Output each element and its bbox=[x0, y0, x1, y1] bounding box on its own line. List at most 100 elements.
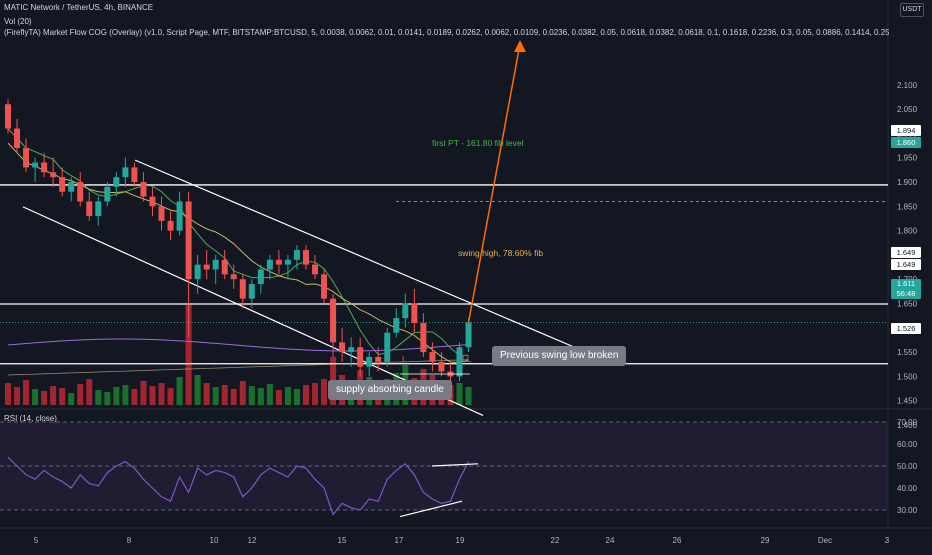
candle-body bbox=[23, 147, 30, 168]
rsi-divergence-line[interactable] bbox=[399, 500, 463, 518]
volume-bar bbox=[266, 384, 273, 405]
candle-body bbox=[77, 182, 84, 202]
volume-bar bbox=[50, 386, 57, 405]
price-axis-label: 1.800 bbox=[897, 227, 918, 236]
time-axis-label: 12 bbox=[248, 536, 257, 545]
volume-bar bbox=[257, 388, 264, 405]
volume-bar bbox=[59, 388, 66, 405]
volume-bar bbox=[312, 383, 319, 405]
candle-body bbox=[59, 177, 66, 192]
candle-body bbox=[176, 201, 183, 231]
candle-body bbox=[375, 356, 382, 362]
candle-body bbox=[95, 201, 102, 217]
price-tag-1526: 1.526 bbox=[891, 323, 921, 334]
candle-body bbox=[321, 274, 328, 299]
lower-low-marker[interactable]: LL bbox=[462, 354, 472, 364]
volume-bar bbox=[41, 391, 48, 405]
rsi-legend[interactable]: RSI (14, close) bbox=[4, 414, 57, 423]
candle-body bbox=[402, 303, 409, 319]
volume-bar bbox=[5, 383, 11, 405]
candle-body bbox=[266, 259, 273, 270]
price-tag-1894: 1.894 bbox=[891, 125, 921, 136]
previous-swing-low-callout[interactable]: Previous swing low broken bbox=[492, 346, 627, 366]
projection-arrow[interactable] bbox=[467, 43, 521, 323]
candle-body bbox=[429, 352, 436, 362]
candle-body bbox=[438, 361, 445, 372]
candle-body bbox=[122, 167, 129, 178]
volume-bar bbox=[275, 390, 282, 405]
volume-bar bbox=[248, 386, 255, 405]
supply-candle-callout[interactable]: supply absorbing candle bbox=[328, 380, 452, 400]
low-marker[interactable]: L bbox=[402, 354, 407, 364]
channel-upper-line[interactable] bbox=[134, 159, 599, 358]
rsi-axis-label: 60.00 bbox=[897, 440, 918, 449]
symbol-legend[interactable]: MATIC Network / TetherUS, 4h, BINANCE bbox=[4, 3, 154, 12]
price-axis-label: 1.450 bbox=[897, 397, 918, 406]
volume-bar bbox=[293, 389, 300, 405]
volume-bar bbox=[284, 387, 291, 405]
volume-bar bbox=[185, 305, 192, 405]
time-axis-label: 15 bbox=[338, 536, 347, 545]
candle-body bbox=[221, 259, 228, 275]
candle-body bbox=[167, 220, 174, 231]
candle-body bbox=[465, 322, 472, 348]
current-price: 1.611 bbox=[896, 279, 916, 288]
candle-body bbox=[131, 167, 138, 182]
volume-bar bbox=[104, 392, 111, 405]
rsi-axis-label: 40.00 bbox=[897, 484, 918, 493]
price-axis-label: 1.950 bbox=[897, 154, 918, 163]
price-axis-label: 1.400 bbox=[897, 421, 918, 430]
volume-bar bbox=[176, 377, 183, 405]
volume-bar bbox=[158, 383, 165, 405]
candle-body bbox=[104, 186, 111, 202]
candle-body bbox=[86, 201, 93, 217]
volume-bar bbox=[14, 387, 21, 405]
volume-bar bbox=[239, 381, 246, 405]
price-axis-label: 2.100 bbox=[897, 81, 918, 90]
volume-legend[interactable]: Vol (20) bbox=[4, 17, 32, 26]
time-axis-label: 26 bbox=[673, 536, 682, 545]
volume-ma-line bbox=[7, 359, 469, 376]
candle-body bbox=[41, 162, 48, 173]
candle-body bbox=[348, 347, 355, 353]
candle-body bbox=[230, 274, 237, 280]
volume-bar bbox=[86, 379, 93, 405]
time-axis-label: 10 bbox=[210, 536, 219, 545]
candle-body bbox=[194, 264, 201, 280]
candle-body bbox=[257, 269, 264, 285]
candle-body bbox=[158, 206, 165, 221]
price-axis-label: 1.550 bbox=[897, 348, 918, 357]
time-axis-label: 29 bbox=[761, 536, 770, 545]
volume-bar bbox=[95, 390, 102, 405]
volume-bar bbox=[194, 375, 201, 405]
time-axis-label: 5 bbox=[34, 536, 39, 545]
volume-bar bbox=[302, 385, 309, 405]
time-axis-label: 19 bbox=[456, 536, 465, 545]
cog-line bbox=[7, 338, 469, 352]
candle-body bbox=[68, 182, 75, 192]
rsi-axis-label: 30.00 bbox=[897, 506, 918, 515]
swing-high-label[interactable]: swing high, 78.60% fib bbox=[458, 248, 544, 258]
first-pt-label[interactable]: first PT - 161.80 fib level bbox=[432, 138, 524, 148]
volume-bar bbox=[456, 383, 463, 405]
price-tag-1860: 1.860 bbox=[891, 137, 921, 148]
volume-bar bbox=[230, 389, 237, 405]
candle-body bbox=[293, 250, 300, 260]
indicator-legend[interactable]: (FireflyTA) Market Flow COG (Overlay) (v… bbox=[4, 28, 889, 37]
candle-body bbox=[14, 128, 21, 148]
volume-bar bbox=[221, 385, 228, 405]
rsi-resistance-line[interactable] bbox=[431, 463, 479, 467]
candle-body bbox=[275, 259, 282, 265]
candle-body bbox=[456, 347, 463, 377]
candle-body bbox=[330, 298, 337, 343]
currency-badge[interactable]: USDT bbox=[900, 3, 924, 17]
bar-countdown: 56:48 bbox=[896, 289, 916, 298]
candle-body bbox=[312, 264, 319, 275]
volume-bar bbox=[203, 383, 210, 405]
volume-bar bbox=[321, 379, 328, 405]
time-axis-label: 17 bbox=[395, 536, 404, 545]
price-axis-label: 1.650 bbox=[897, 300, 918, 309]
candle-body bbox=[357, 347, 364, 367]
